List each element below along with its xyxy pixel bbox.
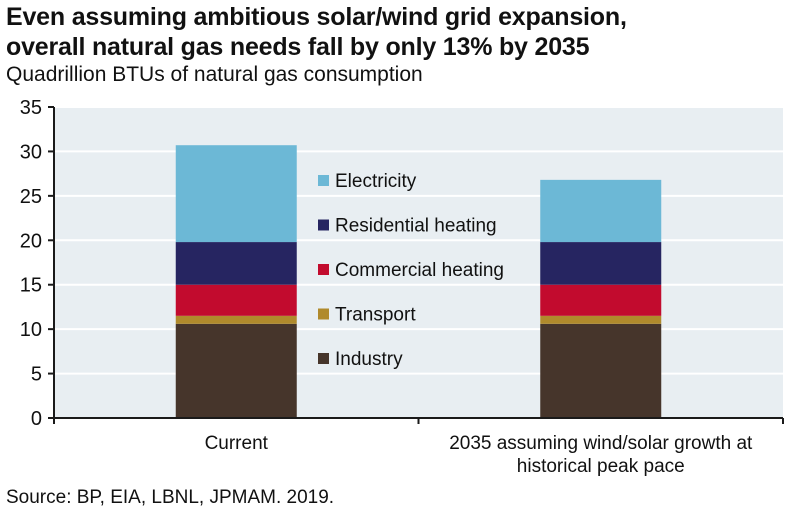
chart-title-line-2: overall natural gas needs fall by only 1…	[6, 33, 590, 61]
x-category-label-line: Current	[205, 433, 269, 454]
plot-background	[54, 107, 783, 418]
x-category-label-line: 2035 assuming wind/solar growth at	[449, 433, 753, 454]
legend-swatch	[318, 175, 329, 186]
legend-label: Commercial heating	[335, 260, 504, 281]
legend-swatch	[318, 308, 329, 320]
y-tick-label: 0	[31, 408, 42, 430]
bar-segment-industry	[540, 323, 662, 418]
chart-title-line-1: Even assuming ambitious solar/wind grid …	[6, 3, 627, 31]
y-tick-label: 35	[20, 97, 42, 119]
x-category-label: 2035 assuming wind/solar growth at histor…	[449, 433, 753, 477]
y-tick-label: 30	[20, 141, 42, 163]
y-tick-label: 5	[31, 364, 42, 386]
bar-segment-industry	[175, 323, 297, 418]
y-tick-label: 10	[20, 319, 42, 341]
legend-label: Industry	[335, 349, 403, 370]
chart-subtitle: Quadrillion BTUs of natural gas consumpt…	[6, 63, 423, 86]
legend-swatch	[318, 264, 329, 275]
x-category-label-line: historical peak pace	[517, 456, 685, 477]
legend-label: Residential heating	[335, 216, 497, 237]
legend-swatch	[318, 353, 329, 364]
legend-swatch	[318, 219, 329, 231]
bar-segment-transport	[175, 315, 297, 324]
chart-title: Even assuming ambitious solar/wind grid …	[6, 2, 627, 62]
bar-segment-electricity	[175, 145, 297, 243]
bar-segment-transport	[540, 315, 662, 324]
x-category-label: Current	[205, 433, 269, 454]
source-note: Source: BP, EIA, LBNL, JPMAM. 2019.	[6, 487, 335, 508]
bar-segment-commercial-heating	[175, 284, 297, 316]
y-tick-label: 15	[20, 275, 42, 297]
legend-label: Transport	[335, 305, 416, 326]
bar-segment-residential-heating	[175, 242, 297, 285]
bar-segment-residential-heating	[540, 242, 662, 285]
y-tick-label: 25	[20, 186, 42, 208]
y-tick-label: 20	[20, 230, 42, 252]
bar-segment-commercial-heating	[540, 284, 662, 316]
bar-segment-electricity	[540, 179, 662, 243]
legend-label: Electricity	[335, 171, 417, 192]
